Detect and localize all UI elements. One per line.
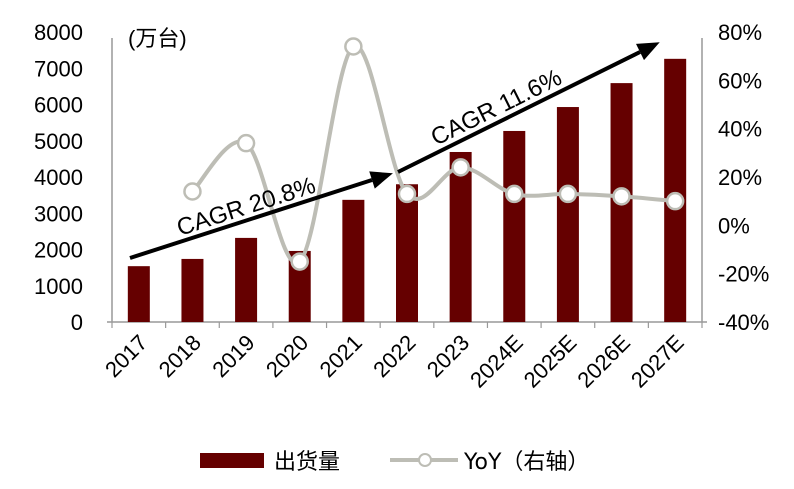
left-axis-tick: 2000 xyxy=(34,238,83,263)
bar-2023 xyxy=(449,151,472,322)
bar-2024E xyxy=(503,130,526,322)
bar-2025E xyxy=(556,107,579,322)
right-axis-tick: -40% xyxy=(718,310,769,335)
right-axis-tick: 20% xyxy=(718,165,762,190)
cagr-arrow-2-head xyxy=(636,42,660,61)
left-axis-tick: 3000 xyxy=(34,201,83,226)
yoy-marker xyxy=(558,184,578,204)
cagr-label-1: CAGR 20.8% xyxy=(174,172,319,242)
unit-label: (万台) xyxy=(128,26,187,51)
yoy-marker xyxy=(236,133,256,153)
right-axis-tick: 40% xyxy=(718,117,762,142)
bar-2027E xyxy=(664,58,687,322)
yoy-marker xyxy=(290,252,309,271)
x-axis-label: 2017 xyxy=(100,330,152,382)
right-axis-tick: 0% xyxy=(718,213,750,238)
legend-label-shipments: 出货量 xyxy=(274,450,341,475)
yoy-marker xyxy=(612,187,631,206)
right-axis-tick: -20% xyxy=(718,262,769,287)
bar-2017 xyxy=(127,266,150,322)
left-axis-tick: 0 xyxy=(71,310,83,335)
yoy-marker xyxy=(665,191,685,211)
x-axis-label: 2018 xyxy=(154,330,206,382)
cagr-arrow-2 xyxy=(397,50,641,174)
bar-2019 xyxy=(235,237,258,322)
x-axis-label: 2026E xyxy=(572,330,635,393)
left-axis-tick: 6000 xyxy=(34,93,83,118)
right-axis-tick: 60% xyxy=(718,68,762,93)
bar-2022 xyxy=(396,184,418,322)
x-axis-label: 2027E xyxy=(626,330,689,393)
right-axis-tick: 80% xyxy=(718,20,762,45)
x-axis-label: 2024E xyxy=(465,330,528,393)
x-axis-label: 2020 xyxy=(261,330,313,382)
left-axis-tick: 4000 xyxy=(34,165,83,190)
yoy-marker xyxy=(397,184,417,204)
bar-2018 xyxy=(181,258,204,322)
legend-bar-swatch xyxy=(200,452,264,468)
legend-line-swatch xyxy=(390,452,459,468)
legend-label-yoy: YoY（右轴） xyxy=(464,450,590,475)
x-axis-label: 2025E xyxy=(519,330,582,393)
x-axis-label: 2019 xyxy=(207,330,259,382)
yoy-marker xyxy=(451,158,470,177)
x-axis-label: 2021 xyxy=(315,330,367,382)
yoy-marker xyxy=(183,182,202,201)
cagr-arrow-1-head xyxy=(369,171,393,189)
left-axis-tick: 5000 xyxy=(34,129,83,154)
yoy-marker xyxy=(344,37,363,56)
yoy-marker xyxy=(505,184,524,204)
cagr-label-2: CAGR 11.6% xyxy=(427,64,566,151)
x-axis-label: 2022 xyxy=(368,330,420,382)
cagr-arrow-1 xyxy=(129,178,373,260)
left-axis-tick: 7000 xyxy=(34,56,83,81)
left-axis-tick: 8000 xyxy=(34,20,83,45)
legend: 出货量 YoY（右轴） xyxy=(200,444,589,476)
left-axis-tick: 1000 xyxy=(34,274,83,299)
bar-2021 xyxy=(342,199,365,322)
